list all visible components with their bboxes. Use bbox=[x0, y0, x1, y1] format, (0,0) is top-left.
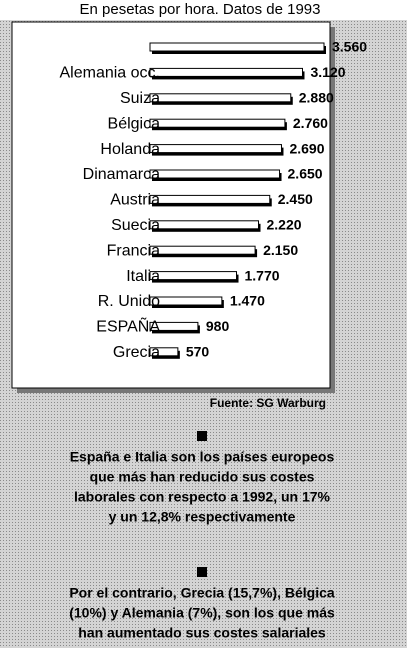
note-line: y un 12,8% respectivamente bbox=[109, 509, 296, 525]
category-label: Bélgica bbox=[108, 115, 161, 132]
value-label: 2.450 bbox=[278, 191, 313, 207]
category-label: R. Unido bbox=[98, 293, 160, 310]
category-label: Francia bbox=[107, 242, 160, 259]
value-label: 2.650 bbox=[288, 166, 323, 182]
bar bbox=[149, 144, 282, 154]
bullet bbox=[197, 431, 207, 441]
value-label: 3.560 bbox=[332, 39, 367, 55]
bar bbox=[149, 42, 325, 52]
source: Fuente: SG Warburg bbox=[210, 396, 326, 410]
subtitle: En pesetas por hora. Datos de 1993 bbox=[80, 1, 321, 18]
value-label: 1.770 bbox=[245, 267, 280, 283]
bar bbox=[149, 67, 303, 77]
category-label: Italia bbox=[126, 268, 160, 285]
value-label: 570 bbox=[186, 344, 210, 360]
category-label: Suecia bbox=[111, 217, 160, 234]
value-label: 2.690 bbox=[289, 140, 324, 156]
value-label: 3.120 bbox=[310, 64, 345, 80]
bar bbox=[149, 220, 260, 230]
note-line: que más han reducido sus costes bbox=[90, 469, 315, 485]
category-label: Alemania occ. bbox=[60, 65, 161, 82]
value-label: 2.880 bbox=[299, 90, 334, 106]
note-line: laborales con respecto a 1992, un 17% bbox=[74, 489, 331, 505]
bar bbox=[149, 347, 179, 357]
bar bbox=[149, 321, 199, 331]
bar bbox=[149, 118, 286, 128]
note-line: (10%) y Alemania (7%), son los que más bbox=[69, 605, 335, 621]
value-label: 1.470 bbox=[230, 293, 265, 309]
value-label: 2.220 bbox=[267, 217, 302, 233]
value-label: 2.760 bbox=[293, 115, 328, 131]
bar bbox=[149, 296, 223, 306]
category-label: Austria bbox=[110, 192, 160, 209]
header-strip bbox=[0, 0, 407, 20]
value-label: 980 bbox=[206, 318, 230, 334]
bar bbox=[149, 93, 292, 103]
value-label: 2.150 bbox=[263, 242, 298, 258]
bullet bbox=[197, 567, 207, 577]
category-label: Grecia bbox=[113, 344, 160, 361]
bar bbox=[149, 194, 271, 204]
bar bbox=[149, 169, 281, 179]
category-label: Dinamarca bbox=[83, 166, 160, 183]
note-line: Por el contrario, Grecia (15,7%), Bélgic… bbox=[69, 585, 335, 601]
note-line: España e Italia son los países europeos bbox=[70, 449, 335, 465]
bar bbox=[149, 245, 256, 255]
category-label: Suiza bbox=[120, 90, 160, 107]
bar bbox=[149, 271, 238, 281]
note-line: han aumentado sus costes salariales bbox=[78, 625, 326, 641]
category-label: ESPAÑA bbox=[96, 316, 160, 336]
category-label: Holanda bbox=[100, 141, 160, 158]
